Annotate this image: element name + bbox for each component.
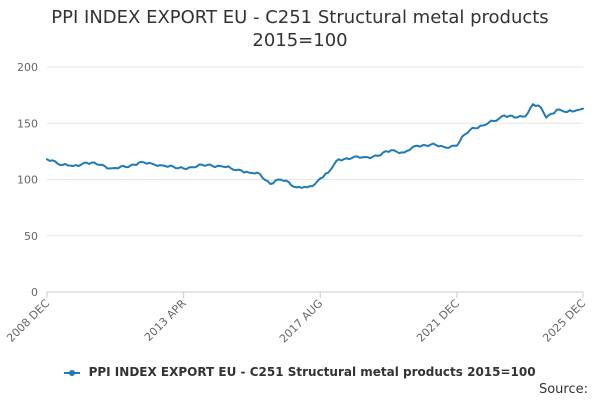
chart-title-main: PPI INDEX EXPORT EU - C251 Structural me…: [51, 7, 549, 28]
data-point: [463, 133, 467, 137]
data-point: [481, 124, 485, 128]
data-point: [471, 126, 475, 130]
data-point: [205, 163, 209, 167]
data-point: [326, 171, 330, 175]
data-point: [124, 165, 128, 169]
data-point: [555, 108, 559, 112]
data-point: [163, 164, 167, 168]
x-tick-label: 2008 DEC: [4, 297, 52, 345]
data-point: [247, 171, 251, 175]
data-point: [539, 106, 543, 110]
x-tick-label: 2025 DEC: [540, 297, 588, 345]
y-tick-label: 0: [31, 286, 38, 299]
data-point: [523, 115, 527, 119]
data-point: [415, 144, 419, 148]
chart-subtitle: 2015=100: [252, 30, 348, 51]
data-point: [492, 119, 496, 123]
data-point: [218, 164, 222, 168]
data-point: [363, 155, 367, 159]
y-tick-label: 150: [17, 117, 38, 130]
chart-legend[interactable]: PPI INDEX EXPORT EU - C251 Structural me…: [0, 365, 600, 379]
data-point: [455, 144, 459, 148]
chart-title: PPI INDEX EXPORT EU - C251 Structural me…: [0, 6, 600, 52]
data-point: [513, 116, 517, 120]
data-point: [111, 166, 115, 170]
x-tick-label: 2021 DEC: [414, 297, 462, 345]
data-point: [313, 182, 317, 186]
x-tick-label: 2017 AUG: [277, 297, 326, 346]
data-point: [137, 161, 141, 165]
data-point: [305, 185, 309, 189]
data-point: [581, 107, 585, 111]
data-point: [150, 162, 154, 166]
data-point: [337, 157, 341, 161]
data-point: [50, 158, 54, 162]
y-tick-label: 50: [24, 230, 38, 243]
legend-label: PPI INDEX EXPORT EU - C251 Structural me…: [88, 365, 536, 379]
data-point: [239, 169, 243, 173]
data-point: [295, 185, 299, 189]
y-tick-label: 100: [17, 174, 38, 187]
data-point: [268, 182, 272, 186]
data-point: [84, 161, 88, 165]
data-point: [45, 157, 49, 161]
data-point: [98, 163, 102, 167]
data-point: [71, 164, 75, 168]
series-line: [46, 103, 584, 189]
source-label: Source:: [538, 382, 588, 397]
x-tick-label: 2013 APR: [142, 297, 189, 344]
data-point: [229, 166, 233, 170]
data-point: [258, 172, 262, 176]
data-point: [573, 109, 577, 113]
data-point: [376, 154, 380, 158]
data-point: [389, 148, 393, 152]
data-point: [318, 176, 322, 180]
data-point: [350, 156, 354, 160]
data-point: [544, 116, 548, 120]
data-point: [429, 143, 433, 147]
data-point: [276, 178, 280, 182]
data-point: [284, 179, 288, 183]
data-point: [531, 102, 535, 106]
data-point: [565, 110, 569, 114]
data-point: [190, 165, 194, 169]
data-point: [176, 166, 180, 170]
data-point: [502, 113, 506, 117]
chart-plot: 0 50 100 150 200 2008 DEC 2013 APR 2017 AUG 2021…: [4, 61, 588, 346]
y-tick-label: 200: [17, 61, 38, 74]
legend-line-marker-icon: [64, 368, 81, 378]
data-point: [61, 163, 65, 167]
data-point: [402, 151, 406, 155]
data-point: [442, 145, 446, 149]
